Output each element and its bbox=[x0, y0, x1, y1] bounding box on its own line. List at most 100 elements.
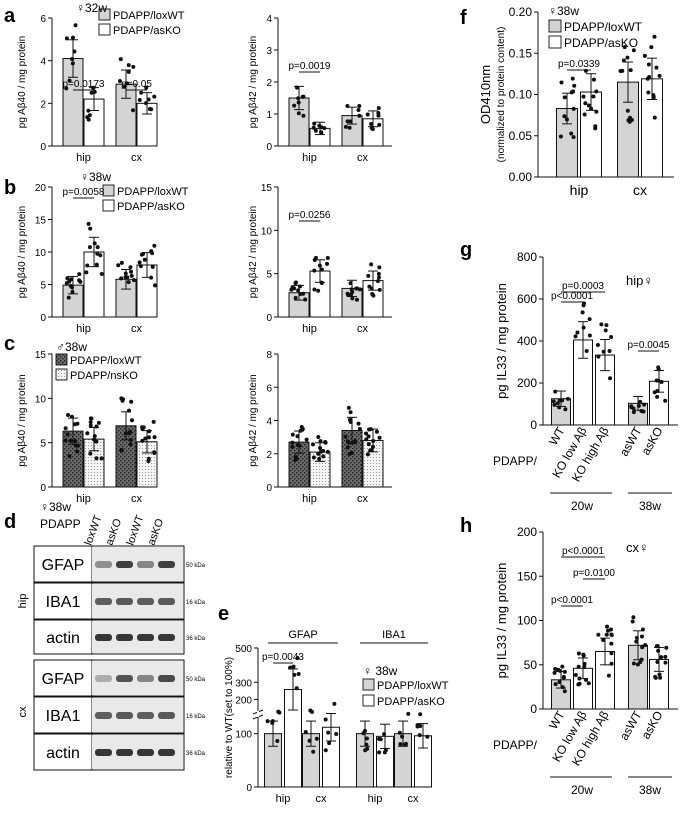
chart-title: ♀32w bbox=[76, 1, 107, 15]
data-point bbox=[99, 456, 104, 461]
data-point bbox=[137, 260, 142, 265]
data-point bbox=[147, 429, 152, 434]
blot-protein-label: actin bbox=[46, 630, 80, 647]
y-axis-label: pg Aβ40 / mg protein bbox=[17, 36, 28, 128]
data-point bbox=[129, 273, 134, 278]
data-point bbox=[77, 278, 82, 283]
data-point bbox=[303, 729, 308, 734]
y-tick-label: 6 bbox=[40, 14, 46, 25]
data-point bbox=[652, 115, 657, 120]
data-point bbox=[653, 675, 658, 680]
data-point bbox=[640, 627, 645, 632]
data-point bbox=[88, 420, 93, 425]
y-tick-label: 4 bbox=[266, 14, 272, 25]
data-point bbox=[137, 97, 142, 102]
data-point bbox=[570, 76, 575, 81]
data-point bbox=[311, 455, 316, 460]
data-point bbox=[634, 639, 639, 644]
data-point bbox=[553, 682, 558, 687]
data-point bbox=[326, 730, 331, 735]
data-point bbox=[365, 112, 370, 117]
x-tick-label: cx bbox=[131, 493, 143, 505]
p-value: p=0.0256 bbox=[289, 210, 331, 221]
data-point bbox=[573, 672, 578, 677]
data-point bbox=[77, 272, 82, 277]
data-point bbox=[603, 328, 608, 333]
data-point bbox=[321, 454, 326, 459]
data-point bbox=[577, 676, 582, 681]
data-point bbox=[368, 427, 373, 432]
data-point bbox=[571, 135, 576, 140]
panel-label-b: b bbox=[4, 177, 16, 199]
x-tick-label: hip bbox=[302, 493, 317, 505]
legend-f: PDAPP/loxWT PDAPP/asKO bbox=[548, 19, 643, 50]
y-axis-label: pg Aβ40 / mg protein bbox=[17, 374, 28, 466]
data-point bbox=[118, 57, 123, 62]
data-point bbox=[551, 399, 556, 404]
group-label: GFAP bbox=[288, 629, 317, 641]
data-point bbox=[371, 293, 376, 298]
data-point bbox=[369, 448, 374, 453]
data-point bbox=[357, 113, 362, 118]
x-tick-label: cx bbox=[357, 323, 369, 335]
chart-title: ♀38w bbox=[548, 4, 579, 18]
data-point bbox=[376, 271, 381, 276]
data-point bbox=[347, 125, 352, 130]
x-tick-label: hip bbox=[276, 793, 291, 805]
blot-band bbox=[116, 561, 133, 568]
data-point bbox=[122, 84, 127, 89]
y-tick-label: 4 bbox=[266, 417, 272, 428]
data-point bbox=[150, 264, 155, 269]
legend-e: PDAPP/loxWT PDAPP/asKO bbox=[362, 678, 449, 708]
p-value: p=0.0173 bbox=[63, 79, 105, 90]
data-point bbox=[638, 399, 643, 404]
data-point bbox=[345, 445, 350, 450]
data-point bbox=[377, 435, 382, 440]
data-point bbox=[296, 100, 301, 105]
data-point bbox=[559, 80, 564, 85]
blot-band bbox=[158, 634, 175, 641]
data-point bbox=[334, 732, 339, 737]
data-point bbox=[89, 90, 94, 95]
data-point bbox=[402, 742, 407, 747]
data-point bbox=[307, 738, 312, 743]
data-point bbox=[609, 632, 614, 637]
data-point bbox=[353, 439, 358, 444]
data-point bbox=[146, 435, 151, 440]
legend-label-asko: PDAPP/asKO bbox=[564, 36, 638, 50]
data-point bbox=[319, 280, 324, 285]
data-point bbox=[92, 434, 97, 439]
panel-label-h: h bbox=[460, 515, 472, 537]
data-point bbox=[66, 412, 71, 417]
y-tick-label: 2 bbox=[266, 78, 272, 89]
data-point bbox=[663, 660, 668, 665]
chart-c1: 0 5 10 15 pg Aβ40 / mg protein ♂38w hip cx bbox=[17, 340, 158, 505]
age-label: 20w bbox=[571, 499, 593, 513]
data-point bbox=[72, 422, 77, 427]
data-point bbox=[129, 399, 134, 404]
row-label: PDAPP/ bbox=[493, 454, 538, 468]
data-point bbox=[127, 431, 132, 436]
blot-lane-label: asKO bbox=[104, 517, 125, 547]
data-point bbox=[663, 654, 668, 659]
row-label: PDAPP/ bbox=[493, 738, 538, 752]
data-point bbox=[138, 264, 143, 269]
blot-band bbox=[158, 749, 175, 756]
data-point bbox=[350, 296, 355, 301]
panel-label-c: c bbox=[4, 333, 15, 355]
data-point bbox=[70, 289, 75, 294]
data-point bbox=[292, 103, 297, 108]
data-point bbox=[558, 134, 563, 139]
blot-band bbox=[137, 598, 154, 605]
data-point bbox=[295, 656, 300, 661]
data-point bbox=[374, 429, 379, 434]
y-tick-label: 0.05 bbox=[509, 129, 533, 143]
blot-band bbox=[95, 675, 112, 682]
blot-lane-label: asKO bbox=[146, 517, 167, 547]
data-point bbox=[92, 241, 97, 246]
data-point bbox=[343, 434, 348, 439]
data-point bbox=[123, 431, 128, 436]
data-point bbox=[92, 89, 97, 94]
data-point bbox=[325, 261, 330, 266]
p-value: p=0.0043 bbox=[262, 652, 304, 663]
